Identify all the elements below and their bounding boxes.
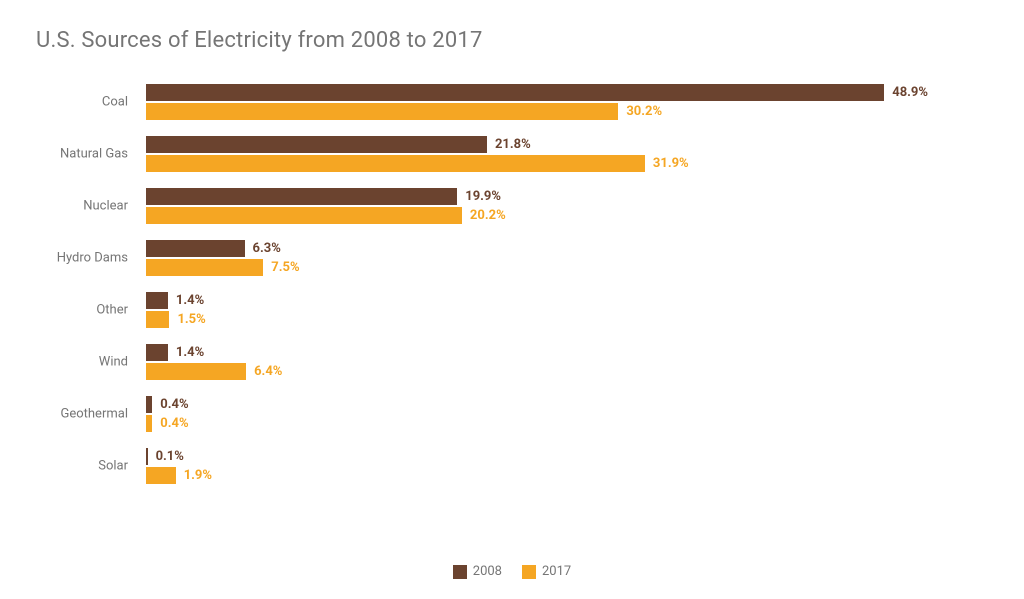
category-group: Natural Gas21.8%31.9% [146,135,928,173]
chart-container: U.S. Sources of Electricity from 2008 to… [0,0,1024,599]
value-label: 1.5% [177,312,205,327]
bar [146,448,148,465]
bar [146,155,645,172]
value-label: 1.9% [184,468,212,483]
chart-legend: 2008 2017 [36,564,988,579]
bar-row: 0.1% [146,448,928,465]
legend-label: 2008 [473,564,502,579]
category-group: Coal48.9%30.2% [146,83,928,121]
bar [146,396,152,413]
category-group: Geothermal0.4%0.4% [146,395,928,433]
value-label: 7.5% [271,260,299,275]
category-group: Wind1.4%6.4% [146,343,928,381]
category-group: Hydro Dams6.3%7.5% [146,239,928,277]
legend-swatch [522,565,536,579]
value-label: 6.4% [254,364,282,379]
bar [146,188,457,205]
bar-row: 31.9% [146,155,928,172]
bar [146,84,884,101]
category-group: Nuclear19.9%20.2% [146,187,928,225]
category-label: Solar [36,459,136,474]
bar [146,415,152,432]
bar-row: 0.4% [146,415,928,432]
bar-row: 1.5% [146,311,928,328]
category-label: Hydro Dams [36,251,136,266]
bar-row: 0.4% [146,396,928,413]
value-label: 31.9% [653,156,689,171]
value-label: 1.4% [176,293,204,308]
bar-row: 6.3% [146,240,928,257]
value-label: 48.9% [892,85,928,100]
category-label: Nuclear [36,199,136,214]
bar-row: 6.4% [146,363,928,380]
legend-label: 2017 [542,564,571,579]
category-label: Geothermal [36,407,136,422]
value-label: 19.9% [465,189,501,204]
value-label: 6.3% [253,241,281,256]
bar [146,136,487,153]
bar [146,292,168,309]
legend-item: 2008 [453,564,502,579]
chart-plot-area: Coal 48.9% 30.2% Natural Gas 21.8% 31.9% Nucle… [36,83,988,558]
chart-title: U.S. Sources of Electricity from 2008 to… [36,28,988,53]
value-label: 0.1% [156,449,184,464]
bar [146,103,618,120]
bar [146,467,176,484]
bar-row: 19.9% [146,188,928,205]
bar-row: 1.9% [146,467,928,484]
bar [146,363,246,380]
bar-row: 1.4% [146,344,928,361]
value-label: 30.2% [626,104,662,119]
bar [146,311,169,328]
value-label: 0.4% [160,416,188,431]
bar [146,240,245,257]
category-label: Wind [36,355,136,370]
category-group: Solar0.1%1.9% [146,447,928,485]
bar-row: 20.2% [146,207,928,224]
bar-row: 7.5% [146,259,928,276]
bar [146,207,462,224]
bar [146,259,263,276]
value-label: 20.2% [470,208,506,223]
value-label: 1.4% [176,345,204,360]
value-label: 0.4% [160,397,188,412]
category-group: Other1.4%1.5% [146,291,928,329]
value-label: 21.8% [495,137,531,152]
category-label: Other [36,303,136,318]
bar-row: 1.4% [146,292,928,309]
legend-item: 2017 [522,564,571,579]
category-label: Coal [36,95,136,110]
legend-swatch [453,565,467,579]
bar-row: 30.2% [146,103,928,120]
bar [146,344,168,361]
category-label: Natural Gas [36,147,136,162]
bar-row: 48.9% [146,84,928,101]
bar-row: 21.8% [146,136,928,153]
